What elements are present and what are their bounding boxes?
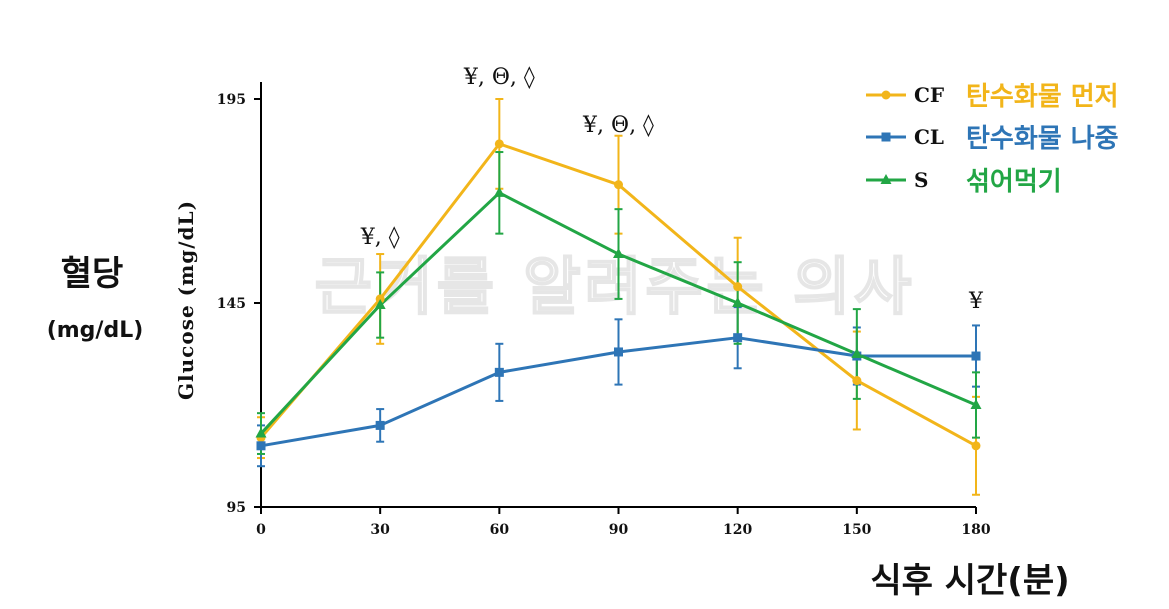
data-point-cl [614,347,623,357]
significance-annotation: ¥, Θ, ◊ [463,65,535,90]
legend-item-cl: CL 탄수화물 나중 [866,122,1121,157]
x-axis-label-korean: 식후 시간(분) [870,561,1069,601]
data-point-s [732,297,744,307]
data-point-cl [494,367,504,377]
data-point-cf [614,180,623,190]
y-axis-label-korean-unit: (mg/dL) [47,318,144,343]
data-point-cf [375,294,385,304]
data-point-s [493,186,505,197]
x-tick-label: 90 [609,522,629,538]
x-tick-label: 60 [490,522,510,538]
data-point-s [374,299,386,310]
series-markers [255,139,982,451]
data-point-cl [733,333,743,343]
x-tick-label: 0 [256,522,266,538]
data-point-cl [375,420,385,430]
y-axis-label-korean: 혈당 [61,254,124,294]
significance-annotation: ¥ [968,289,984,314]
legend-item-cf: CF 탄수화물 먼저 [866,80,1121,115]
y-tick-label: 95 [227,500,246,516]
y-tick-label: 195 [217,92,246,108]
y-tick-label: 145 [217,296,246,312]
data-point-s [255,427,267,438]
legend: CF 탄수화물 먼저 CL 탄수화물 나중 S 섞어먹기 [866,80,1121,200]
y-axis-label: Glucose (mg/dL) [174,200,198,400]
ticks: 0 30 60 90 120 150 180 95 145 195 [217,92,991,538]
x-tick-label: 150 [842,522,871,538]
data-point-cf [733,282,743,292]
data-point-s [970,399,982,409]
legend-marker [881,90,891,100]
x-tick-label: 120 [723,522,752,538]
data-point-s [613,248,624,259]
x-tick-label: 30 [370,522,390,538]
x-tick-label: 180 [961,522,990,538]
data-point-cl [971,351,981,361]
data-point-cf [852,376,862,386]
legend-marker [880,174,892,184]
significance-annotations: ¥, ◊ ¥, Θ, ◊ ¥, Θ, ◊ ¥ [360,65,984,314]
data-point-cf [971,441,981,451]
legend-label: S [914,168,928,192]
legend-label-korean: 탄수화물 먼저 [966,82,1119,112]
data-point-cf [494,139,504,149]
legend-item-s: S 섞어먹기 [866,165,1064,200]
legend-label: CF [914,83,944,107]
legend-label: CL [914,125,944,149]
data-point-cl [256,441,266,451]
legend-marker [881,132,891,142]
legend-label-korean: 섞어먹기 [966,167,1062,197]
legend-label-korean: 탄수화물 나중 [966,124,1119,154]
significance-annotation: ¥, Θ, ◊ [582,113,654,138]
watermark: 근거를 알려주는 의사 [315,250,916,323]
significance-annotation: ¥, ◊ [360,225,400,250]
data-point-s [851,348,863,358]
